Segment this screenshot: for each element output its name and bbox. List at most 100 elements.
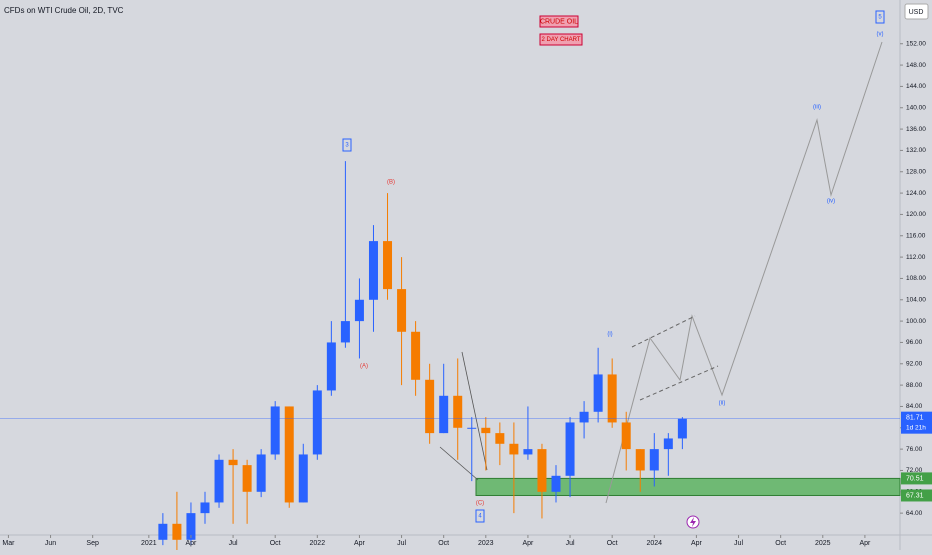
y-tick-label: 100.00 [906, 318, 926, 325]
candle-body [186, 513, 196, 540]
y-tick-label: 124.00 [906, 190, 926, 197]
candle-body [453, 395, 463, 428]
candle-body [298, 454, 308, 503]
x-tick-label: Jul [229, 540, 238, 547]
candle-body [495, 433, 505, 444]
candle-body [242, 465, 252, 492]
wave-line [461, 351, 488, 471]
x-tick-label: Oct [775, 540, 786, 547]
x-tick-label: 2023 [478, 540, 494, 547]
candle-body [593, 374, 603, 412]
candle-body [635, 449, 645, 471]
countdown-label: 1d 21h [906, 424, 926, 431]
candle-body [467, 427, 477, 429]
x-tick-label: Jul [397, 540, 406, 547]
x-tick-label: Apr [859, 540, 871, 547]
y-tick-label: 84.00 [906, 403, 923, 410]
y-tick-label: 92.00 [906, 360, 923, 367]
candle-body [383, 241, 393, 290]
wave-label: (A) [360, 364, 368, 370]
candle-body [214, 459, 224, 503]
y-tick-label: 76.00 [906, 446, 923, 453]
candle-body [565, 422, 575, 476]
candle-body [551, 475, 561, 492]
note-box [539, 15, 579, 28]
channel-line [639, 365, 719, 401]
y-tick-label: 128.00 [906, 168, 926, 175]
price-tag [901, 411, 932, 434]
candle-body [284, 406, 294, 503]
candle-body [481, 427, 491, 434]
y-tick-label: 116.00 [906, 232, 926, 239]
candle-body [270, 406, 280, 455]
projection-path [605, 41, 883, 504]
y-tick-label: 148.00 [906, 62, 926, 69]
x-tick-label: 2022 [310, 540, 326, 547]
y-tick-label: 96.00 [906, 339, 923, 346]
y-tick-label: 132.00 [906, 147, 926, 154]
x-tick-label: 2021 [141, 540, 157, 547]
candle-body [228, 459, 238, 466]
candle-body [397, 289, 407, 332]
x-tick-label: Oct [607, 540, 618, 547]
wave-label: (v) [877, 32, 884, 38]
zone-tag [901, 489, 932, 502]
x-tick-label: Sep [86, 540, 99, 547]
currency-label[interactable]: USD [909, 9, 924, 16]
wave-label: (iv) [827, 199, 835, 205]
x-tick-label: Apr [691, 540, 703, 547]
wave-label: 3 [345, 143, 349, 149]
candle-body [579, 411, 589, 423]
candle-body [537, 449, 547, 492]
wave-label: (C) [476, 501, 484, 507]
channel-line [631, 315, 696, 348]
wave-label: (i) [607, 332, 612, 338]
wave-label: (iii) [813, 105, 821, 111]
wave-box [475, 509, 485, 523]
y-tick-label: 88.00 [906, 382, 923, 389]
x-tick-label: Jun [45, 540, 56, 547]
y-tick-label: 108.00 [906, 275, 926, 282]
candle-body [425, 379, 435, 434]
candle-body [523, 449, 533, 455]
note: CRUDE OIL [540, 18, 578, 25]
candle-body [649, 449, 659, 471]
y-tick-label: 144.00 [906, 83, 926, 90]
wave-label: (ii) [719, 401, 726, 407]
candle-body [172, 523, 182, 540]
x-tick-label: Apr [354, 540, 366, 547]
x-tick-label: 2025 [815, 540, 831, 547]
y-tick-label: 140.00 [906, 104, 926, 111]
candle-body [677, 418, 687, 439]
support-zone [475, 477, 901, 496]
candle-body [663, 438, 673, 450]
candle-body [439, 395, 449, 434]
y-tick-label: 120.00 [906, 211, 926, 218]
x-tick-label: Jul [566, 540, 575, 547]
x-tick-label: Apr [522, 540, 534, 547]
note: 2 DAY CHART [541, 37, 580, 43]
y-tick-label: 152.00 [906, 40, 926, 47]
wave-label: 5 [878, 15, 882, 21]
wave-box [342, 138, 352, 152]
candle-body [312, 390, 322, 455]
y-tick-label: 104.00 [906, 296, 926, 303]
candle-body [368, 241, 378, 300]
y-tick-label: 112.00 [906, 254, 926, 261]
currency-button[interactable] [904, 3, 929, 20]
event-icon[interactable] [690, 517, 696, 527]
y-tick-label: 72.00 [906, 467, 923, 474]
x-tick-label: Oct [438, 540, 449, 547]
x-tick-label: 2024 [647, 540, 663, 547]
candle-body [411, 331, 421, 380]
note-box [539, 33, 583, 46]
chart-title: CFDs on WTI Crude Oil, 2D, TVC [4, 6, 124, 15]
x-tick-label: Mar [2, 540, 15, 547]
price-tag-label: 81.71 [906, 415, 924, 422]
wave-box [875, 10, 885, 24]
wave-label: 4 [478, 514, 482, 520]
x-tick-label: Oct [270, 540, 281, 547]
y-tick-label: 136.00 [906, 126, 926, 133]
